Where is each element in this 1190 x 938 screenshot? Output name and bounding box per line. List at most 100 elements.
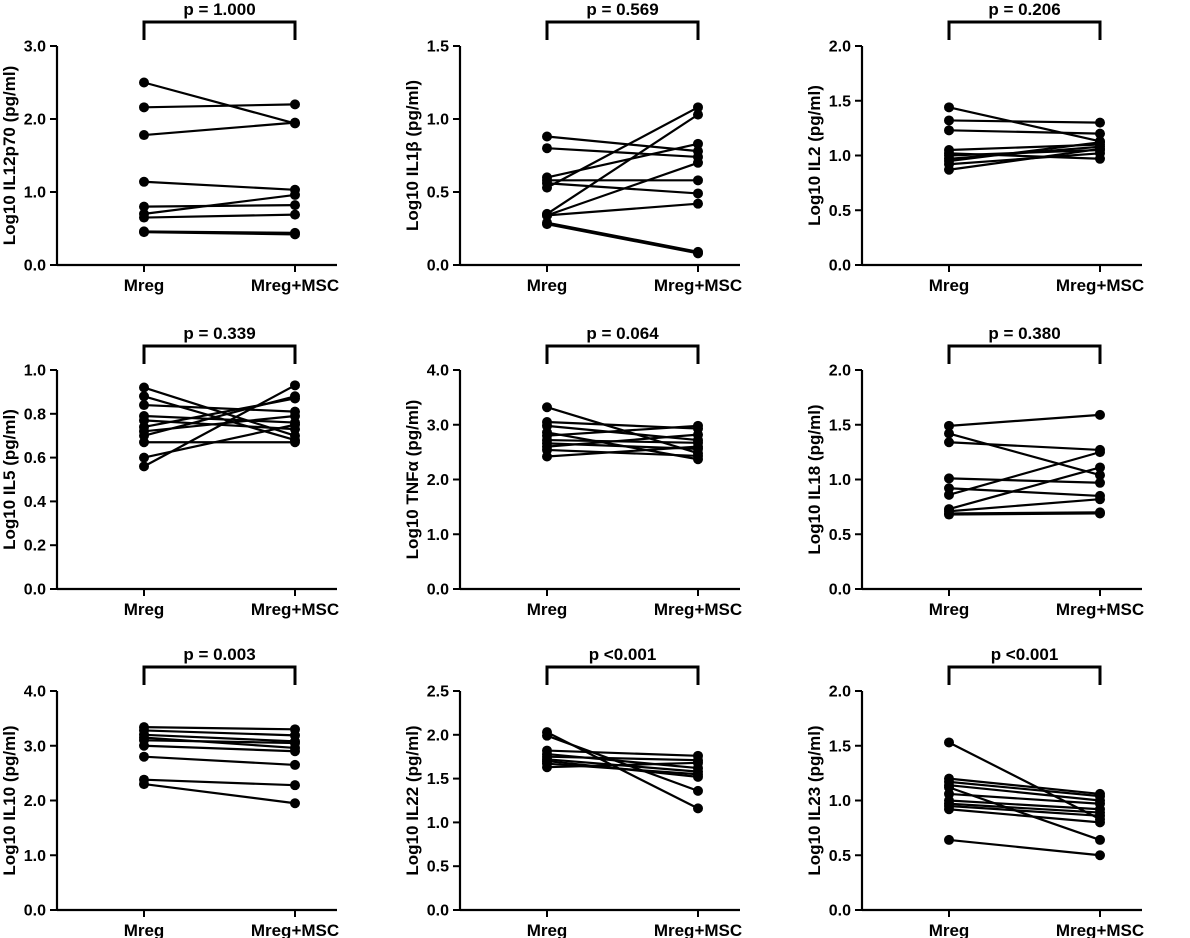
point-mreg-msc-10 [1095, 817, 1105, 828]
point-mreg-msc-7 [290, 410, 300, 421]
pair-line-1 [143, 726, 296, 731]
x-category-label: Mreg+MSC [251, 600, 339, 619]
pair-line-4 [143, 180, 296, 191]
point-mreg-10 [944, 509, 954, 520]
pair-line-11 [143, 384, 296, 468]
pair-line-3 [948, 129, 1101, 135]
p-value-label: p = 0.380 [988, 324, 1060, 343]
point-mreg-2 [139, 391, 149, 402]
point-mreg-4 [139, 176, 149, 187]
point-mreg-msc-9 [290, 798, 300, 809]
y-tick-label: 1.0 [24, 848, 46, 865]
point-mreg-msc-6 [290, 746, 300, 757]
y-axis-label: Log10 IL23 (pg/ml) [805, 725, 824, 875]
pair-line-6 [546, 106, 699, 189]
point-mreg-msc-8 [1095, 494, 1105, 505]
point-mreg-msc-11 [290, 380, 300, 391]
point-mreg-3 [944, 125, 954, 136]
y-tick-label: 0.0 [24, 582, 46, 599]
x-category-label: Mreg+MSC [251, 921, 339, 938]
pair-line-9 [948, 804, 1101, 817]
pair-line-6 [143, 193, 296, 215]
pair-line-8 [546, 161, 699, 217]
pair-line-5 [546, 424, 699, 437]
y-tick-label: 2.0 [829, 39, 851, 56]
p-value-label: p <0.001 [589, 645, 657, 664]
point-mreg-msc-5 [290, 738, 300, 749]
pair-line-3 [546, 142, 699, 179]
point-mreg-11 [542, 219, 552, 230]
y-tick-label: 2.0 [427, 472, 449, 489]
point-mreg-msc-4 [693, 175, 703, 186]
point-mreg-msc-10 [1095, 508, 1105, 519]
point-mreg-1 [944, 420, 954, 431]
y-tick-label: 1.0 [24, 363, 46, 380]
p-value-label: p = 0.206 [988, 0, 1060, 19]
pair-line-8 [948, 498, 1101, 513]
pair-line-2 [948, 777, 1101, 796]
point-mreg-msc-6 [290, 189, 300, 200]
x-category-label: Mreg [124, 921, 165, 938]
point-mreg-msc-8 [290, 780, 300, 791]
pair-line-9 [143, 782, 296, 805]
chart-panel-1: 0.0 1.0 2.0 3.0 Mreg Mreg+MSC Log10 IL12p70 (p… [0, 0, 339, 295]
y-tick-label: 1.5 [427, 39, 449, 56]
point-mreg-11 [944, 834, 954, 845]
point-mreg-msc-9 [693, 198, 703, 209]
y-tick-label: 0.5 [829, 848, 851, 865]
y-tick-label: 0.0 [427, 582, 449, 599]
pair-line-4 [948, 784, 1101, 802]
chart-panel-3: 0.0 0.5 1.0 1.5 2.0 Mreg Mreg+MSC Log10 IL2 (pg… [805, 0, 1144, 295]
pair-line-2 [948, 432, 1101, 477]
p-value-label: p = 0.064 [586, 324, 659, 343]
pair-line-6 [948, 792, 1101, 805]
point-mreg-10 [944, 804, 954, 815]
y-tick-label: 1.5 [829, 738, 851, 755]
pair-line-6 [948, 451, 1101, 496]
point-mreg-msc-11 [1095, 850, 1105, 861]
point-mreg-msc-10 [693, 441, 703, 452]
y-tick-label: 0.0 [829, 258, 851, 275]
y-tick-label: 0.6 [24, 450, 46, 467]
x-category-label: Mreg [929, 276, 970, 295]
point-mreg-9 [542, 762, 552, 773]
point-mreg-msc-11 [693, 248, 703, 259]
y-tick-label: 1.0 [427, 112, 449, 129]
point-mreg-1 [944, 737, 954, 748]
x-category-label: Mreg [527, 276, 568, 295]
y-tick-label: 2.0 [24, 793, 46, 810]
p-value-label: p <0.001 [991, 645, 1059, 664]
point-mreg-6 [139, 740, 149, 751]
pair-line-2 [143, 103, 296, 109]
point-mreg-msc-7 [290, 209, 300, 220]
point-mreg-msc-3 [693, 138, 703, 149]
pair-line-8 [546, 433, 699, 448]
pair-line-8 [143, 778, 296, 787]
point-mreg-msc-10 [1095, 143, 1105, 154]
y-axis-label: Log10 IL2 (pg/ml) [805, 85, 824, 226]
y-tick-label: 2.0 [427, 727, 449, 744]
point-mreg-10 [139, 452, 149, 463]
point-mreg-3 [139, 130, 149, 141]
pair-line-11 [948, 838, 1101, 857]
pair-line-1 [948, 741, 1101, 821]
p-value-label: p = 0.003 [183, 645, 255, 664]
y-tick-label: 0.5 [829, 527, 851, 544]
pair-line-7 [143, 213, 296, 219]
x-category-label: Mreg+MSC [654, 921, 742, 938]
point-mreg-7 [139, 751, 149, 762]
pair-line-4 [143, 414, 296, 424]
pair-line-3 [143, 733, 296, 743]
pair-line-4 [948, 477, 1101, 484]
significance-bracket [142, 344, 297, 364]
chart-panel-5: 0.0 1.0 2.0 3.0 4.0 Mreg Mreg+MSC Log10 TNFα (p… [403, 324, 742, 619]
point-mreg-msc-7 [290, 759, 300, 770]
y-tick-label: 1.0 [427, 815, 449, 832]
y-tick-label: 0.0 [24, 258, 46, 275]
significance-bracket [142, 20, 297, 40]
x-category-label: Mreg [929, 600, 970, 619]
y-tick-label: 0.0 [829, 582, 851, 599]
p-value-label: p = 0.569 [586, 0, 658, 19]
pair-line-3 [948, 780, 1101, 798]
point-mreg-2 [542, 730, 552, 741]
